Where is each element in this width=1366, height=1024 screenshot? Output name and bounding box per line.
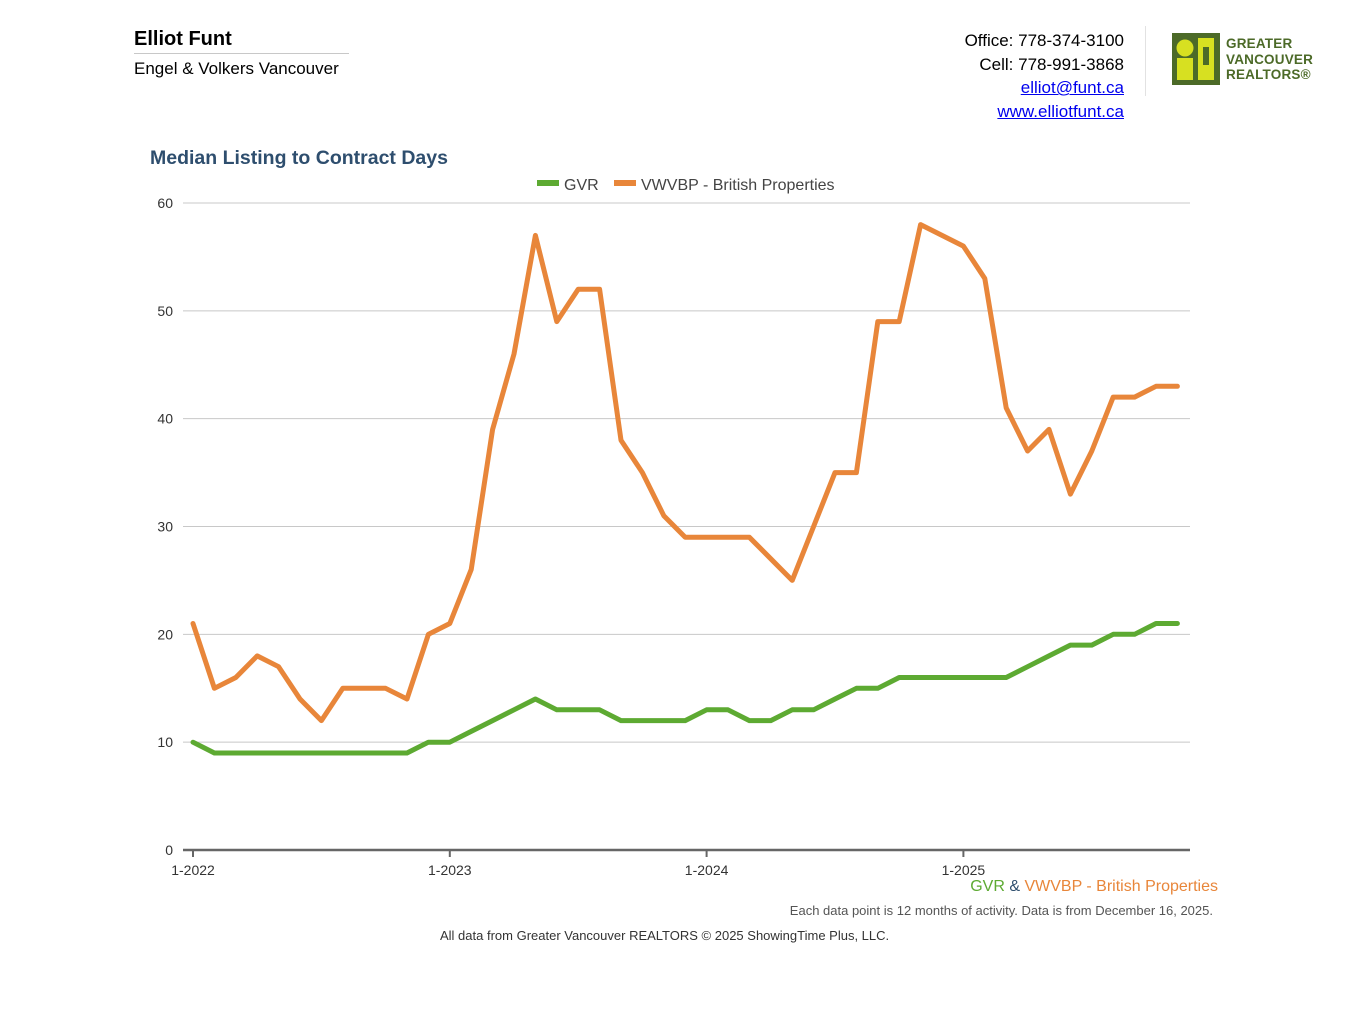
y-tick-label-60: 60 [157, 195, 173, 211]
y-tick-label-0: 0 [165, 842, 173, 858]
grid-lines [183, 202, 1190, 743]
header-divider [134, 53, 349, 54]
agent-company: Engel & Volkers Vancouver [134, 59, 339, 78]
y-tick-label-40: 40 [157, 411, 173, 427]
gvr-logo-icon [1172, 33, 1220, 85]
y-tick-label-20: 20 [157, 626, 173, 642]
axes [183, 848, 1190, 857]
data-note: Each data point is 12 months of activity… [789, 903, 1213, 918]
agent-name: Elliot Funt [134, 28, 232, 50]
website-link[interactable]: www.elliotfunt.ca [997, 101, 1124, 121]
chart-title: Median Listing to Contract Days [150, 147, 448, 169]
legend-vwvbp-swatch [614, 180, 636, 186]
series-line-gvr [190, 621, 1180, 756]
footer-legend: GVR & VWVBP - British Properties [970, 878, 1218, 896]
x-tick-label-1-2023: 1-2023 [428, 862, 472, 878]
contact-block: Office: 778-374-3100 Cell: 778-991-3868 … [965, 29, 1124, 123]
chart-legend: GVR VWVBP - British Properties [537, 177, 835, 194]
footer-legend-vwvbp: VWVBP - British Properties [1024, 878, 1218, 895]
email-link[interactable]: elliot@funt.ca [1020, 78, 1124, 97]
legend-gvr-label: GVR [564, 177, 599, 194]
x-tick-label-1-2025: 1-2025 [942, 862, 986, 878]
header-vertical-divider [1145, 26, 1146, 96]
y-tick-label-10: 10 [157, 734, 173, 750]
source-note: All data from Greater Vancouver REALTORS… [440, 928, 890, 943]
legend-vwvbp-label: VWVBP - British Properties [641, 177, 835, 194]
y-tick-label-30: 30 [157, 519, 173, 535]
cell-phone: Cell: 778-991-3868 [979, 54, 1124, 74]
series-lines [190, 222, 1180, 756]
y-tick-label-50: 50 [157, 303, 173, 319]
gvr-logo: GREATER VANCOUVER REALTORS® [1172, 33, 1322, 87]
y-tick-labels: 0 10 20 30 40 50 60 [157, 195, 173, 858]
footer-legend-gvr: GVR [970, 878, 1005, 895]
series-line-vwvbp [190, 222, 1180, 724]
legend-gvr-swatch [537, 180, 559, 186]
x-tick-label-1-2022: 1-2022 [171, 862, 215, 878]
x-tick-label-1-2024: 1-2024 [685, 862, 729, 878]
x-tick-labels: 1-2022 1-2023 1-2024 1-2025 [171, 862, 985, 878]
gvr-logo-text: GREATER VANCOUVER REALTORS® [1226, 36, 1314, 82]
footer-legend-amp: & [1004, 878, 1025, 895]
office-phone: Office: 778-374-3100 [964, 31, 1124, 50]
